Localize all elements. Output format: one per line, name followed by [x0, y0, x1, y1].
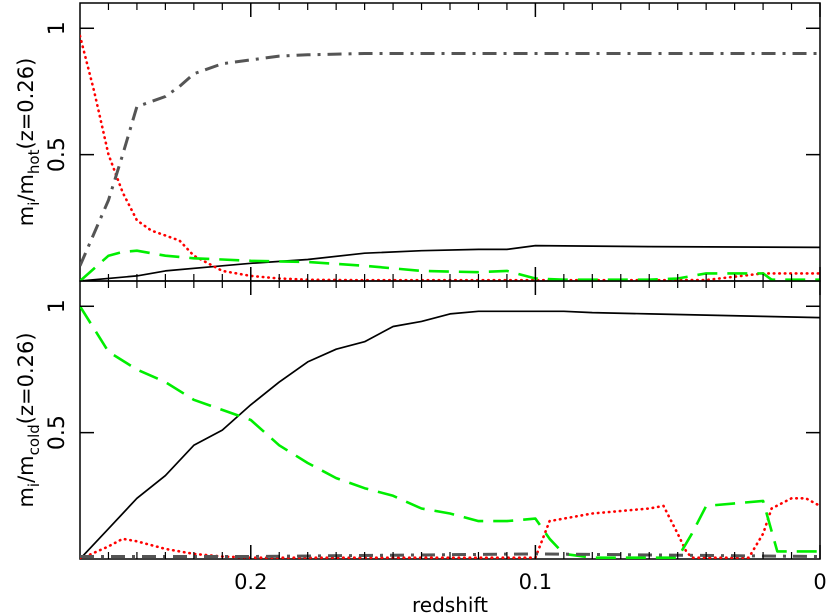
y-tick-label: 1	[45, 21, 70, 35]
y-label-subscript: i	[25, 202, 43, 206]
series-line-dashed	[80, 305, 820, 559]
plot-frame	[79, 2, 821, 282]
series-line-dashed	[80, 249, 820, 281]
y-label-text: /m	[14, 174, 38, 202]
plot-frame	[79, 280, 821, 560]
y-label-text: (z=0.26)	[14, 332, 38, 424]
series-line-solid	[80, 310, 820, 559]
y-label-subscript: hot	[25, 149, 43, 174]
x-axis-label: redshift	[412, 593, 488, 616]
series-line-dashdot	[80, 52, 820, 267]
series-group	[80, 305, 820, 559]
x-tick-label: 0.2	[234, 570, 267, 594]
y-label-text: /m	[14, 455, 38, 483]
y-label-text: m	[14, 206, 38, 226]
series-group	[80, 34, 820, 281]
y-label-text: m	[14, 487, 38, 507]
x-tick-label: 0.1	[519, 570, 552, 594]
bottom-panel: 0.5 1 0.2 0.1 0 mi/mcold(z=0.26)	[14, 280, 827, 594]
y-label-subscript: cold	[25, 424, 43, 455]
x-tick-label: 0	[813, 570, 826, 594]
y-tick-label: 1	[45, 299, 70, 313]
y-label-text: (z=0.26)	[14, 58, 38, 150]
top-panel: 0.5 1 mi/mhot(z=0.26)	[14, 2, 821, 282]
series-line-solid	[80, 244, 820, 281]
y-axis-label: mi/mhot(z=0.26)	[14, 58, 43, 227]
y-tick-label: 0.5	[45, 415, 70, 450]
series-line-dotted	[80, 34, 820, 281]
y-axis-label: mi/mcold(z=0.26)	[14, 332, 43, 507]
series-line-dotted	[80, 496, 820, 559]
y-tick-label: 0.5	[45, 137, 70, 172]
y-label-subscript: i	[25, 483, 43, 487]
